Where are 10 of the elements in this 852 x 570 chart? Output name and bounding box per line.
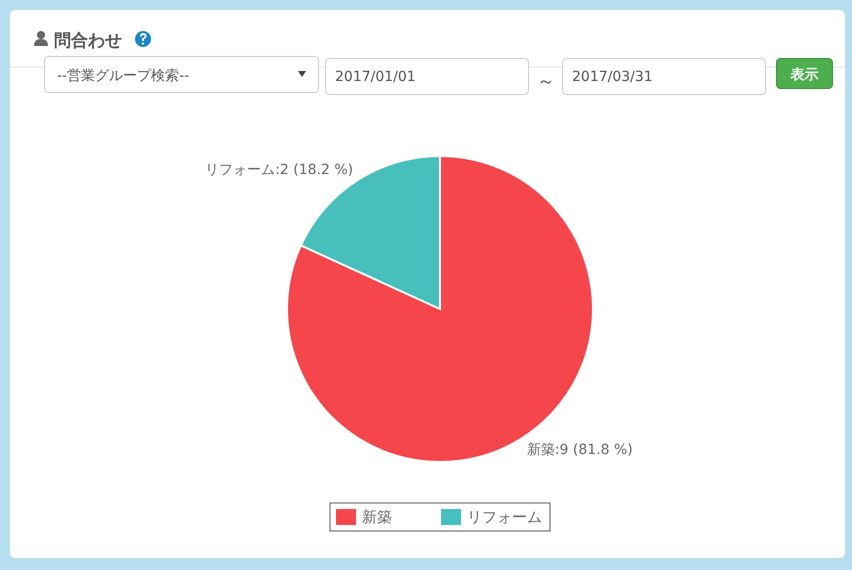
legend-label: リフォーム [467,508,542,526]
legend-label: 新築 [362,508,392,526]
data-label: リフォーム:2 (18.2 %) [205,162,354,178]
select-field: --営業グループ検索-- [44,56,319,93]
date-field: 2017/01/01 [325,58,529,95]
chart-title: 問合わせ [54,31,122,51]
date-field: 2017/03/31 [562,58,766,95]
text: ～ [537,71,555,92]
button: 表示 [776,58,833,89]
data-label: 新築:9 (81.8 %) [526,442,633,458]
